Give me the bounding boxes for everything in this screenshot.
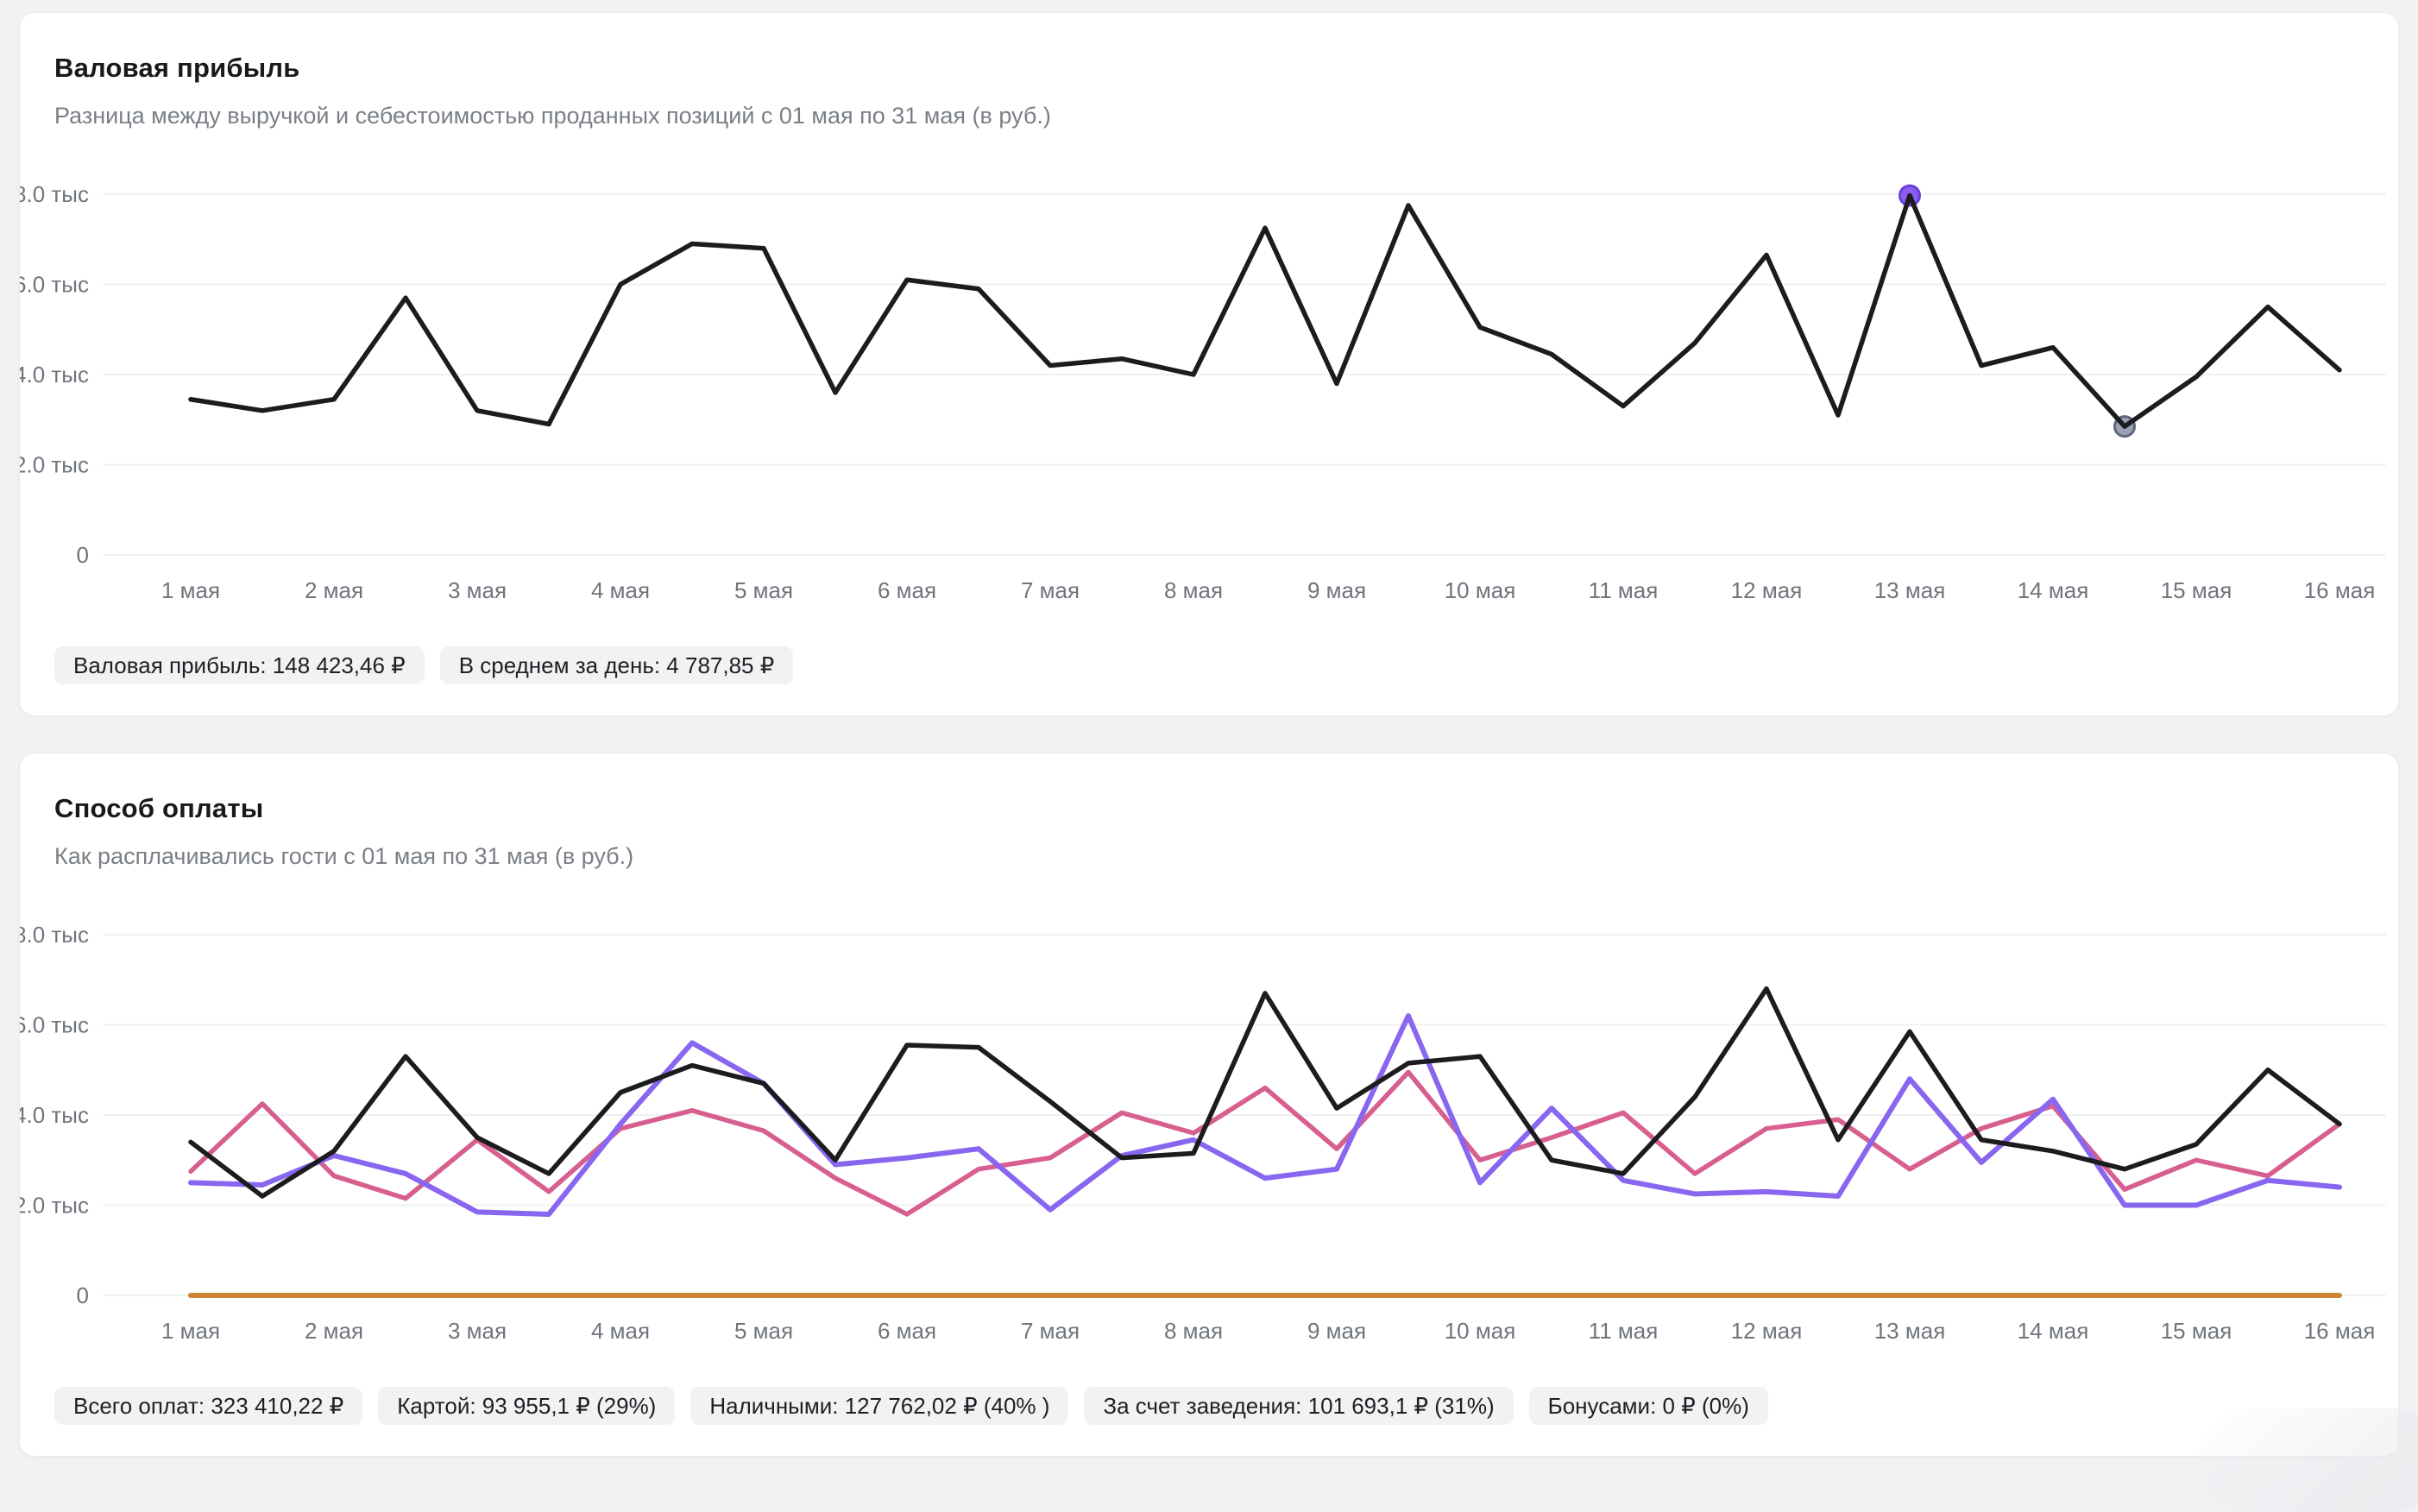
- x-axis-tick-label: 14 мая: [2018, 577, 2089, 603]
- summary-badge-row: Валовая прибыль: 148 423,46 ₽ В среднем з…: [54, 646, 794, 684]
- gross-profit-chart[interactable]: 8.0 тыс 6.0 тыс 4.0 тыс 2.0 тыс 0 1 мая 2 мая 3…: [20, 13, 2400, 717]
- series-line-Наличными: [188, 986, 2342, 1199]
- x-axis-tick-label: 9 мая: [1307, 577, 1366, 603]
- floating-widget[interactable]: [2199, 1408, 2418, 1512]
- summary-badge: За счет заведения: 101 693,1 ₽ (31%): [1084, 1387, 1514, 1425]
- x-axis-tick-label: 15 мая: [2161, 1318, 2232, 1344]
- summary-badge: Бонусами: 0 ₽ (0%): [1528, 1387, 1768, 1425]
- y-axis-tick-label: 6.0 тыс: [20, 1012, 89, 1038]
- summary-badge: Всего оплат: 323 410,22 ₽: [54, 1387, 363, 1425]
- chart-title: Валовая прибыль: [54, 53, 300, 83]
- payment-method-chart[interactable]: 8.0 тыс 6.0 тыс 4.0 тыс 2.0 тыс 0 1 мая 2 мая 3…: [20, 753, 2400, 1458]
- gross-profit-card: Валовая прибыль Разница между выручкой и…: [19, 12, 2399, 716]
- x-axis-tick-label: 2 мая: [305, 1318, 363, 1344]
- y-axis-tick-label: 0: [77, 542, 89, 568]
- x-axis-tick-label: 13 мая: [1874, 1318, 1946, 1344]
- x-axis-tick-label: 6 мая: [878, 577, 936, 603]
- x-axis-tick-label: 3 мая: [448, 1318, 507, 1344]
- summary-badge: В среднем за день: 4 787,85 ₽: [439, 646, 794, 684]
- x-axis-tick-label: 12 мая: [1731, 1318, 1803, 1344]
- x-axis-tick-label: 8 мая: [1164, 577, 1223, 603]
- y-axis-tick-label: 8.0 тыс: [20, 181, 89, 207]
- payment-method-card: Способ оплаты Как расплачивались гости с…: [19, 753, 2399, 1457]
- summary-badge: Картой: 93 955,1 ₽ (29%): [378, 1387, 676, 1425]
- x-axis-tick-label: 6 мая: [878, 1318, 936, 1344]
- x-axis-tick-label: 5 мая: [734, 577, 793, 603]
- x-axis-tick-label: 16 мая: [2304, 1318, 2376, 1344]
- x-axis-tick-label: 2 мая: [305, 577, 363, 603]
- x-axis-tick-label: 4 мая: [591, 1318, 650, 1344]
- y-axis-tick-label: 8.0 тыс: [20, 922, 89, 948]
- x-axis-tick-label: 7 мая: [1021, 1318, 1080, 1344]
- x-axis-tick-label: 14 мая: [2018, 1318, 2089, 1344]
- y-axis-tick-label: 4.0 тыс: [20, 1102, 89, 1128]
- x-axis-tick-label: 5 мая: [734, 1318, 793, 1344]
- summary-badge-row: Всего оплат: 323 410,22 ₽ Картой: 93 955,…: [54, 1387, 1768, 1425]
- summary-badge: Валовая прибыль: 148 423,46 ₽: [54, 646, 425, 684]
- series-line-Валовая прибыль: [188, 192, 2342, 429]
- x-axis-tick-label: 12 мая: [1731, 577, 1803, 603]
- series-line-Картой: [188, 1013, 2342, 1217]
- x-axis-tick-label: 11 мая: [1589, 577, 1659, 603]
- y-axis-tick-label: 4.0 тыс: [20, 362, 89, 387]
- x-axis-tick-label: 4 мая: [591, 577, 650, 603]
- x-axis-tick-label: 13 мая: [1874, 577, 1946, 603]
- x-axis-tick-label: 8 мая: [1164, 1318, 1223, 1344]
- x-axis-tick-label: 16 мая: [2304, 577, 2376, 603]
- chart-subtitle: Разница между выручкой и себестоимостью …: [54, 103, 1051, 129]
- chart-title: Способ оплаты: [54, 793, 264, 823]
- series-line-За счет заведения: [188, 1069, 2342, 1217]
- chart-subtitle: Как расплачивались гости с 01 мая по 31 …: [54, 843, 634, 869]
- y-axis-tick-label: 2.0 тыс: [20, 452, 89, 478]
- x-axis-tick-label: 11 мая: [1589, 1318, 1659, 1344]
- x-axis-tick-label: 15 мая: [2161, 577, 2232, 603]
- y-axis-tick-label: 2.0 тыс: [20, 1193, 89, 1219]
- y-axis-tick-label: 0: [77, 1282, 89, 1308]
- x-axis-tick-label: 3 мая: [448, 577, 507, 603]
- y-axis-tick-label: 6.0 тыс: [20, 272, 89, 298]
- summary-badge: Наличными: 127 762,02 ₽ (40% ): [690, 1387, 1069, 1425]
- x-axis-tick-label: 10 мая: [1445, 1318, 1516, 1344]
- x-axis-tick-label: 1 мая: [161, 1318, 220, 1344]
- x-axis-tick-label: 9 мая: [1307, 1318, 1366, 1344]
- x-axis-tick-label: 7 мая: [1021, 577, 1080, 603]
- x-axis-tick-label: 1 мая: [161, 577, 220, 603]
- x-axis-tick-label: 10 мая: [1445, 577, 1516, 603]
